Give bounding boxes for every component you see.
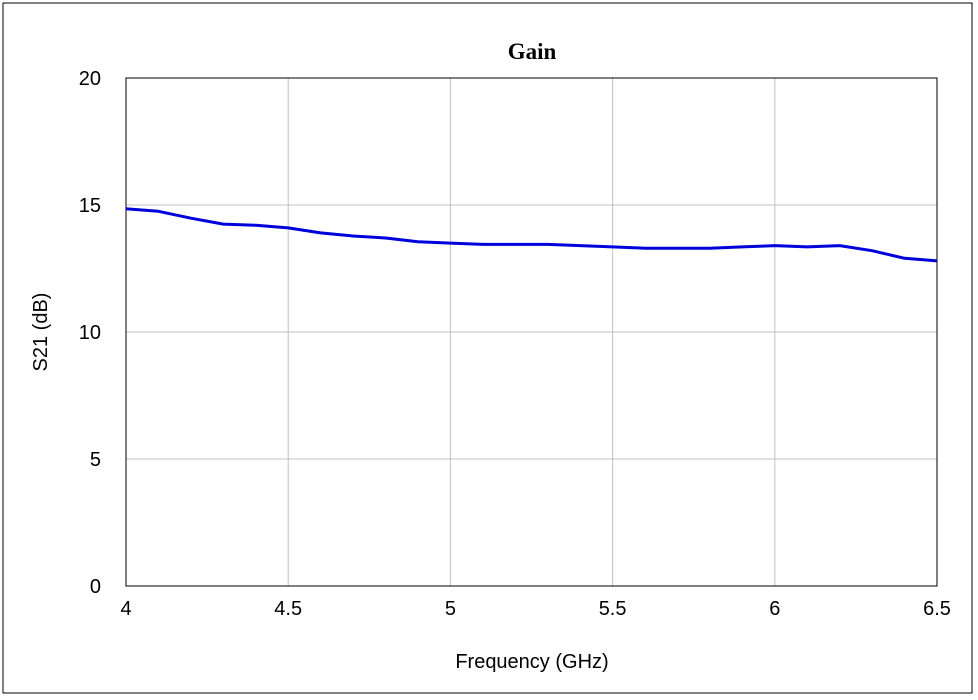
x-tick-label: 6 [769,598,780,620]
series-line [125,207,938,263]
x-tick-labels: 4 4.5 5 5.5 6 6.5 [120,598,950,620]
x-tick-label: 5.5 [599,598,627,620]
y-axis-label: S21 (dB) [30,293,52,372]
y-tick-label: 5 [90,449,101,471]
x-tick-label: 4 [120,598,131,620]
chart-title: Gain [508,39,557,64]
x-tick-label: 4.5 [274,598,302,620]
y-tick-label: 15 [79,195,101,217]
y-tick-label: 20 [79,68,101,90]
grid-lines [126,78,937,586]
x-tick-label: 6.5 [923,598,951,620]
x-axis-label: Frequency (GHz) [455,651,608,673]
y-tick-label: 0 [90,576,101,598]
y-tick-labels: 0 5 10 15 20 [79,68,101,598]
series-layer [125,207,938,263]
plot-area [125,77,938,587]
y-tick-label: 10 [79,322,101,344]
x-tick-label: 5 [445,598,456,620]
